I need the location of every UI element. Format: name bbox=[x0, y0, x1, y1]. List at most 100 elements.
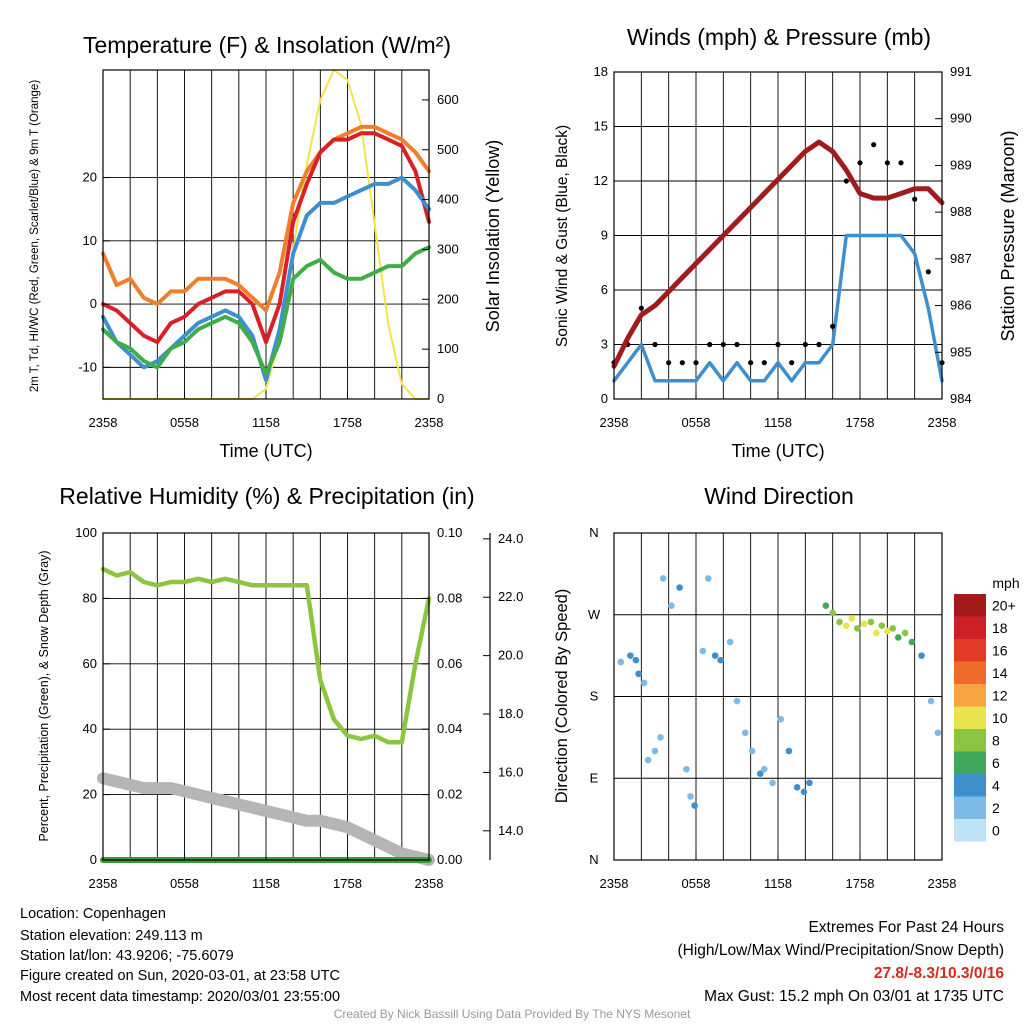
temperature-series bbox=[101, 124, 431, 382]
wind-direction-point bbox=[748, 747, 756, 755]
wind-direction-point bbox=[632, 656, 640, 664]
colorbar-swatch bbox=[954, 774, 986, 797]
precip-y2-tick-label: 0.10 bbox=[437, 525, 462, 540]
wind-direction-point bbox=[717, 656, 724, 664]
gust-point bbox=[638, 305, 644, 311]
temperature-y-tick-label: 0 bbox=[90, 296, 97, 311]
wind-direction-point bbox=[867, 618, 875, 626]
colorbar-label: 16 bbox=[992, 642, 1008, 658]
elevation-text: Station elevation: 249.113 m bbox=[20, 928, 203, 944]
wind-direction-point bbox=[822, 602, 830, 609]
colorbar-swatch bbox=[954, 796, 986, 819]
colorbar-swatch bbox=[954, 706, 986, 729]
gust-point bbox=[734, 341, 740, 348]
colorbar-swatch bbox=[954, 684, 986, 707]
wind-direction-point bbox=[687, 793, 694, 800]
winds-x-tick-label: 2358 bbox=[600, 415, 629, 430]
gust-point bbox=[802, 341, 808, 348]
credit-text: Created By Nick Bassill Using Data Provi… bbox=[333, 1007, 691, 1021]
gust-point bbox=[912, 196, 918, 202]
wind-direction-point bbox=[800, 788, 808, 796]
wind-direction-grid bbox=[614, 532, 942, 861]
gust-point bbox=[748, 360, 754, 366]
wind-direction-point bbox=[836, 618, 843, 626]
wind-direction-points bbox=[617, 575, 942, 809]
winds-y-label: Sonic Wind & Gust (Blue, Black) bbox=[554, 125, 571, 347]
gust-point bbox=[857, 160, 863, 166]
wind-direction-y-tick-label: W bbox=[588, 607, 601, 622]
gust-point bbox=[789, 360, 795, 366]
precip-y2-tick-label: 0.02 bbox=[437, 787, 462, 802]
wind-direction-panel-title: Wind Direction bbox=[704, 483, 854, 509]
wind-direction-point bbox=[761, 765, 768, 773]
wind-direction-point bbox=[651, 747, 659, 755]
wind-direction-point bbox=[635, 670, 642, 678]
pressure-y-label: Station Pressure (Maroon) bbox=[998, 130, 1018, 341]
wind-direction-point bbox=[927, 697, 935, 705]
wind-direction-point bbox=[733, 697, 741, 705]
colorbar-label: 12 bbox=[992, 687, 1008, 703]
temperature-x-label: Time (UTC) bbox=[219, 441, 312, 461]
insolation-y2-tick-label: 0 bbox=[437, 391, 444, 406]
latlon-text: Station lat/lon: 43.9206; -75.6079 bbox=[20, 948, 234, 964]
wind-direction-point bbox=[741, 729, 749, 737]
temperature-y-tick-label: 20 bbox=[83, 170, 97, 185]
humidity-x-tick-label: 2358 bbox=[89, 876, 118, 891]
insolation-y2-tick-label: 400 bbox=[437, 192, 459, 207]
gust-point bbox=[871, 142, 877, 148]
colorbar-swatch bbox=[954, 661, 986, 684]
extremes-title: Extremes For Past 24 Hours bbox=[808, 919, 1004, 936]
wind-direction-point bbox=[627, 652, 634, 659]
insolation-y2-tick-label: 200 bbox=[437, 291, 459, 306]
humidity-x-tick-label: 0558 bbox=[170, 876, 199, 891]
gust-point bbox=[816, 341, 822, 348]
wind-direction-point bbox=[777, 715, 785, 723]
snow-depth-tick-label: 14.0 bbox=[498, 823, 523, 838]
wind-direction-x-tick-label: 1758 bbox=[846, 876, 875, 891]
gust-point bbox=[666, 360, 672, 366]
temperature-grid bbox=[103, 70, 429, 399]
winds-y-tick-label: 0 bbox=[601, 391, 608, 406]
colorbar-swatch bbox=[954, 729, 986, 752]
humidity-y-tick-label: 40 bbox=[83, 721, 97, 736]
wind-direction-point bbox=[640, 679, 648, 687]
temperature-x-tick-label: 2358 bbox=[89, 415, 118, 430]
pressure-series bbox=[611, 139, 945, 369]
humidity-panel: Relative Humidity (%) & Precipitation (i… bbox=[37, 483, 523, 891]
wind-direction-point bbox=[793, 784, 801, 791]
temperature-panel: Temperature (F) & Insolation (W/m²) 2358… bbox=[29, 32, 503, 461]
wind-direction-x-tick-label: 0558 bbox=[682, 876, 711, 891]
winds-y-tick-label: 9 bbox=[601, 228, 608, 243]
wind-direction-point bbox=[848, 615, 856, 622]
wind-direction-point bbox=[657, 734, 664, 741]
wind-direction-x-tick-label: 1158 bbox=[764, 876, 792, 891]
humidity-x-tick-label: 2358 bbox=[415, 876, 444, 891]
wind-direction-point bbox=[873, 629, 880, 637]
gust-point bbox=[925, 269, 931, 275]
extremes-legend: (High/Low/Max Wind/Precipitation/Snow De… bbox=[677, 942, 1005, 959]
created-text: Figure created on Sun, 2020-03-01, at 23… bbox=[20, 968, 340, 984]
temperature-x-tick-label: 1158 bbox=[252, 415, 280, 430]
gust-point bbox=[884, 160, 890, 166]
temperature-line bbox=[101, 124, 431, 313]
insolation-y-label: Solar Insolation (Yellow) bbox=[483, 140, 503, 332]
colorbar-swatch bbox=[954, 639, 986, 662]
wind-direction-point bbox=[860, 620, 868, 628]
wind-direction-point bbox=[691, 802, 698, 809]
colorbar-swatch bbox=[954, 819, 986, 842]
insolation-y2-tick-label: 100 bbox=[437, 341, 459, 356]
pressure-y2-tick-label: 989 bbox=[950, 157, 972, 172]
humidity-y-tick-label: 60 bbox=[83, 656, 97, 671]
winds-ticks: 2358 0558 1158 1758 2358 0 3 6 9 12 15 18 984 985 986 9… bbox=[594, 64, 972, 430]
wind-direction-y-tick-label: N bbox=[589, 525, 598, 540]
wind-direction-point bbox=[829, 609, 836, 617]
wind-direction-point bbox=[785, 747, 793, 755]
winds-x-tick-label: 0558 bbox=[682, 415, 711, 430]
gust-point bbox=[843, 178, 849, 184]
temperature-line bbox=[101, 131, 431, 345]
pressure-y2-tick-label: 987 bbox=[950, 251, 972, 266]
wind-direction-point bbox=[756, 770, 764, 778]
wind-direction-point bbox=[806, 779, 813, 787]
wind-direction-point bbox=[889, 625, 897, 632]
